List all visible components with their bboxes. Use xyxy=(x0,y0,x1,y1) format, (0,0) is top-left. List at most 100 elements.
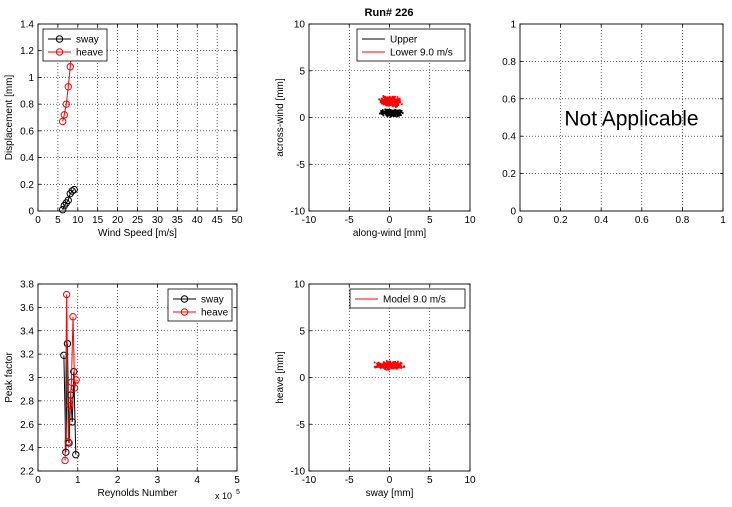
y-tick-label: 3.6 xyxy=(20,303,34,314)
scatter-point xyxy=(400,114,402,117)
y-tick-label: -5 xyxy=(296,160,305,171)
y-tick-label: 1 xyxy=(510,20,516,31)
scatter-point xyxy=(396,105,398,108)
scatter-point xyxy=(388,95,391,98)
data-point-heave xyxy=(69,313,77,321)
y-tick-label: -10 xyxy=(291,467,306,478)
scatter-point xyxy=(392,365,394,368)
scatter-point xyxy=(387,104,389,107)
x-tick-label: -5 xyxy=(345,475,354,486)
scatter-point xyxy=(397,111,399,114)
scatter-cloud-Upper xyxy=(379,108,404,118)
scatter-point xyxy=(380,101,383,104)
chart-heave-vs-sway: -10 -5 0 5 10 -10 -5 0 5 10 sway [mm] heave [mm] Mod… xyxy=(275,280,476,500)
data-point-heave xyxy=(67,378,76,386)
scatter-point xyxy=(391,363,394,366)
scatter-point xyxy=(382,95,385,97)
scatter-cloud-Model-9.0-m/s xyxy=(373,360,406,371)
scatter-point xyxy=(398,366,401,369)
scatter-point xyxy=(390,114,393,117)
y-tick-label: 0 xyxy=(299,113,305,124)
scatter-point xyxy=(398,97,401,100)
scatter-point xyxy=(380,363,383,366)
y-tick-label: 3 xyxy=(28,373,34,384)
scatter-point xyxy=(376,362,378,365)
chart-across-vs-along: -10 -5 0 5 10 -10 -5 0 5 10 along-wind [mm] across-… xyxy=(275,20,476,240)
scatter-point xyxy=(385,102,388,105)
scatter-point xyxy=(382,362,385,365)
scatter-point xyxy=(395,364,398,367)
data-point-heave xyxy=(66,401,74,410)
scatter-point xyxy=(395,99,397,102)
scatter-point xyxy=(394,115,397,118)
data-point-heave xyxy=(61,456,69,465)
scatter-point xyxy=(399,111,402,114)
y-tick-label: 0.6 xyxy=(502,94,516,105)
axes-frame xyxy=(37,283,238,472)
scatter-point xyxy=(396,360,399,363)
scatter-point xyxy=(399,365,401,368)
y-axis-label: Peak factor xyxy=(4,352,15,403)
scatter-point xyxy=(381,364,384,367)
scatter-point xyxy=(383,95,386,98)
x-tick-label: 0.8 xyxy=(675,215,689,226)
legend: sway heave xyxy=(42,28,108,62)
scatter-point xyxy=(396,115,399,118)
scatter-point xyxy=(388,104,391,107)
scatter-point xyxy=(397,364,400,367)
y-tick-label: 0.8 xyxy=(502,57,516,68)
scatter-point xyxy=(386,98,389,101)
legend-marker xyxy=(55,35,64,43)
scatter-point xyxy=(389,110,392,113)
scatter-point xyxy=(388,109,391,112)
x-tick-label: 10 xyxy=(464,215,476,226)
scatter-point xyxy=(386,364,389,367)
x-tick-label: 5 xyxy=(234,475,240,486)
scatter-point xyxy=(388,360,391,363)
chart-not-applicable: 0 0.2 0.4 0.6 0.8 1 0 0.2 0.4 0.6 0.8 1 Not Applicab… xyxy=(502,20,726,227)
scatter-point xyxy=(389,113,391,116)
legend-entry: sway xyxy=(201,295,224,306)
chart-peak-vs-reynolds: 0 1 2 3 4 5 2.2 2.4 2.6 2.8 3 3.2 3.4 3.6 3.8 Reynolds … xyxy=(4,280,240,502)
y-axis-label: across-wind [mm] xyxy=(275,78,286,157)
legend-marker xyxy=(55,48,64,56)
x-tick-label: 50 xyxy=(231,215,243,226)
scatter-point xyxy=(390,112,393,115)
scatter-point xyxy=(401,112,404,114)
scatter-point xyxy=(391,100,393,103)
scatter-cloud-Lower-9.0-m/s xyxy=(378,95,403,108)
y-tick-label: 0 xyxy=(28,207,34,218)
x-tick-label: 10 xyxy=(72,215,84,226)
scatter-point xyxy=(387,111,390,114)
scatter-point xyxy=(376,364,379,367)
y-tick-label: 5 xyxy=(299,66,305,77)
x-axis-label: along-wind [mm] xyxy=(353,228,427,239)
scatter-point xyxy=(394,363,397,366)
scatter-point xyxy=(384,97,387,100)
scatter-point xyxy=(387,368,390,371)
scatter-point xyxy=(379,99,382,102)
y-axis-label: Displacement [mm] xyxy=(4,74,15,160)
x-tick-label: 1 xyxy=(720,215,726,226)
scatter-point xyxy=(395,101,398,104)
scatter-point xyxy=(385,360,388,362)
x-tick-label: 35 xyxy=(172,215,184,226)
scatter-point xyxy=(396,362,399,365)
scatter-point xyxy=(389,366,392,369)
series-line-heave xyxy=(62,34,73,122)
y-tick-label: 0 xyxy=(510,207,516,218)
scatter-point xyxy=(393,361,396,364)
y-tick-label: -10 xyxy=(291,207,306,218)
x-tick-label: 5 xyxy=(427,475,433,486)
x-tick-label: 3 xyxy=(155,475,161,486)
scatter-point xyxy=(379,364,382,367)
scatter-point xyxy=(394,367,397,369)
x-tick-label: 0 xyxy=(517,215,523,226)
x-tick-label: 30 xyxy=(152,215,164,226)
scatter-point xyxy=(396,366,399,368)
scatter-point xyxy=(386,362,389,365)
scatter-point xyxy=(397,98,400,100)
scatter-point xyxy=(385,104,388,107)
data-point-sway xyxy=(64,196,72,205)
scatter-point xyxy=(394,113,397,116)
